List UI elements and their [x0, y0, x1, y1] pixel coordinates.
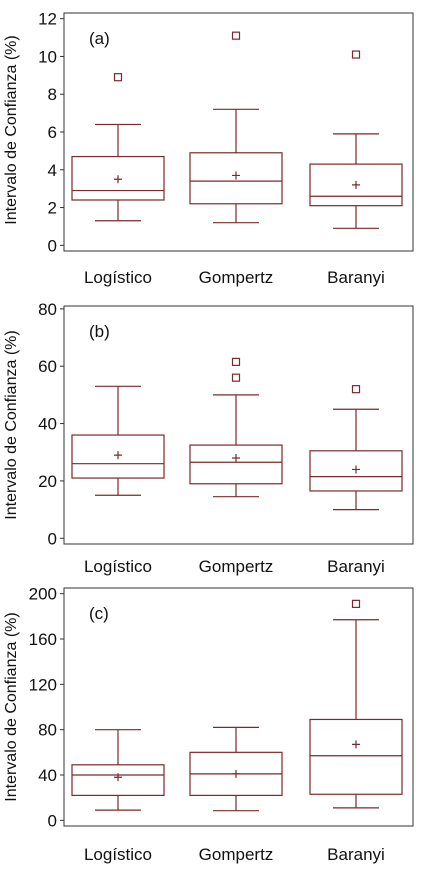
iqr-box — [189, 152, 283, 205]
category-label: Logístico — [84, 845, 152, 864]
mean-marker — [114, 773, 122, 782]
mean-marker — [352, 740, 360, 749]
mean-marker — [114, 175, 122, 184]
iqr-box — [71, 434, 165, 479]
plot-frame — [63, 305, 414, 545]
y-tick-label: 120 — [29, 675, 57, 694]
y-tick-label: 12 — [38, 10, 57, 29]
panel-2: 0 20 40 60 80 Intervalo de Confianza (%) (b) Lo… — [3, 300, 414, 576]
y-tick-label: 160 — [29, 630, 57, 649]
mean-marker — [232, 453, 240, 462]
outlier-marker — [351, 50, 361, 59]
panel-label: (c) — [89, 604, 109, 623]
y-axis-label: Intervalo de Confianza (%) — [3, 330, 20, 519]
plot-frame — [63, 12, 414, 252]
outlier-marker — [351, 599, 361, 608]
box-Baranyi — [309, 385, 403, 511]
outlier-marker — [231, 31, 241, 40]
panel-1: 0 2 4 6 8 10 12 Intervalo de Confianza (%) (a) Lo… — [3, 10, 414, 287]
box-Gompertz — [189, 31, 283, 224]
mean-marker — [352, 465, 360, 474]
y-tick-label: 0 — [48, 811, 57, 830]
category-label: Logístico — [84, 557, 152, 576]
y-tick-label: 2 — [48, 199, 57, 218]
category-label: Logístico — [84, 268, 152, 287]
y-tick-label: 40 — [38, 766, 57, 785]
y-tick-label: 20 — [38, 472, 57, 491]
y-tick-label: 40 — [38, 415, 57, 434]
y-tick-label: 0 — [48, 236, 57, 255]
category-label: Gompertz — [199, 845, 274, 864]
y-tick-label: 4 — [48, 161, 57, 180]
box-Gompertz — [189, 726, 283, 812]
panel-label: (b) — [89, 322, 110, 341]
category-label: Gompertz — [199, 268, 274, 287]
outlier-marker — [113, 73, 123, 82]
iqr-box — [309, 450, 403, 492]
box-Logístico — [71, 73, 165, 222]
category-label: Gompertz — [199, 557, 274, 576]
mean-marker — [114, 451, 122, 460]
y-axis-label: Intervalo de Confianza (%) — [3, 35, 20, 224]
iqr-box — [71, 764, 165, 796]
outlier-marker — [231, 357, 241, 367]
iqr-box — [309, 163, 403, 207]
y-tick-label: 10 — [38, 47, 57, 66]
y-tick-label: 80 — [38, 721, 57, 740]
mean-marker — [352, 180, 360, 189]
category-label: Baranyi — [327, 557, 385, 576]
iqr-box — [189, 444, 283, 485]
y-tick-label: 8 — [48, 85, 57, 104]
panel-3: 0 40 80 120 160 200 Intervalo de Confianza (%)… — [3, 585, 414, 864]
mean-marker — [232, 171, 240, 180]
y-axis-label: Intervalo de Confianza (%) — [3, 612, 20, 801]
y-tick-label: 60 — [38, 357, 57, 376]
y-tick-label: 6 — [48, 123, 57, 142]
y-tick-label: 0 — [48, 529, 57, 548]
box-Logístico — [71, 729, 165, 811]
box-Baranyi — [309, 599, 403, 809]
y-tick-label: 80 — [38, 300, 57, 319]
box-Logístico — [71, 385, 165, 496]
iqr-box — [71, 155, 165, 201]
y-tick-label: 200 — [29, 585, 57, 604]
mean-marker — [232, 769, 240, 778]
panel-label: (a) — [89, 29, 110, 48]
category-label: Baranyi — [327, 268, 385, 287]
iqr-box — [309, 718, 403, 795]
outlier-marker — [351, 385, 361, 394]
box-Baranyi — [309, 50, 403, 229]
box-Gompertz — [189, 357, 283, 498]
category-label: Baranyi — [327, 845, 385, 864]
plot-frame — [63, 587, 414, 827]
outlier-marker — [231, 373, 241, 382]
